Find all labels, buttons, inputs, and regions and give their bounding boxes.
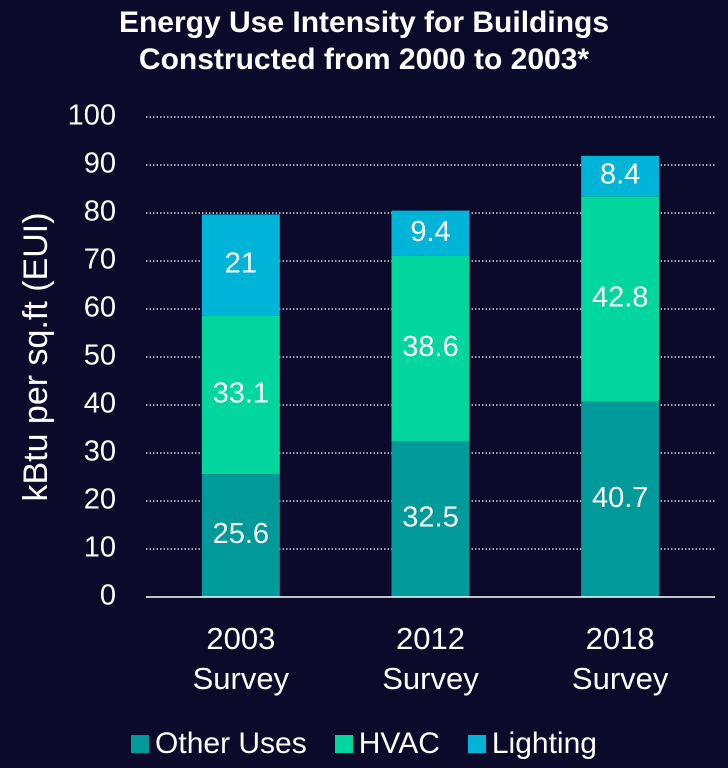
legend-item-hvac: HVAC <box>334 727 440 761</box>
y-tick-label: 20 <box>84 484 116 516</box>
y-axis-ticks: 0 10 20 30 40 50 60 70 80 90 100 <box>68 100 116 612</box>
bars <box>201 155 660 597</box>
y-tick-label: 80 <box>84 196 116 228</box>
chart-title-line-1: Energy Use Intensity for Buildings <box>118 6 610 39</box>
legend-swatch-lighting <box>467 735 486 753</box>
y-tick-label: 50 <box>84 340 116 372</box>
data-label: 9.4 <box>410 216 450 248</box>
data-label: 40.7 <box>592 482 648 514</box>
y-tick-label: 10 <box>84 532 116 564</box>
x-tick-label: 2012 <box>396 621 465 656</box>
data-label: 32.5 <box>402 502 458 534</box>
x-axis-ticks: 2003 Survey 2012 Survey 2018 Survey <box>193 621 669 696</box>
bar-segment <box>581 155 660 197</box>
data-label: 33.1 <box>213 377 269 409</box>
legend-label-hvac: HVAC <box>358 727 440 760</box>
legend-swatch-other-uses <box>131 735 150 753</box>
legend-label-other-uses: Other Uses <box>155 727 307 760</box>
data-label: 25.6 <box>213 518 269 550</box>
bar-segment <box>391 255 470 441</box>
y-tick-label: 40 <box>84 388 116 420</box>
x-tick-label: 2018 <box>586 621 655 656</box>
bar-segment <box>391 210 470 256</box>
x-tick-label: Survey <box>193 661 290 696</box>
chart-title-line-2: Constructed from 2000 to 2003* <box>138 43 590 76</box>
data-label: 42.8 <box>592 282 648 314</box>
legend: Other Uses HVAC Lighting <box>0 724 728 764</box>
data-label: 21 <box>225 247 257 279</box>
bar-segment <box>201 474 280 597</box>
data-label: 38.6 <box>402 331 458 363</box>
y-tick-label: 70 <box>84 244 116 276</box>
bar-segment <box>581 401 660 597</box>
bar-segment <box>201 214 280 316</box>
legend-label-lighting: Lighting <box>491 727 597 760</box>
legend-item-lighting: Lighting <box>467 727 597 761</box>
chart-title: Energy Use Intensity for Buildings Const… <box>0 4 728 78</box>
bar-segment <box>391 441 470 597</box>
legend-swatch-hvac <box>334 735 353 753</box>
y-tick-label: 30 <box>84 436 116 468</box>
bar-segment <box>201 315 280 475</box>
x-tick-label: Survey <box>572 661 669 696</box>
x-tick-label: Survey <box>382 661 479 696</box>
y-tick-label: 60 <box>84 292 116 324</box>
y-tick-label: 0 <box>100 580 116 612</box>
x-tick-label: 2003 <box>206 621 275 656</box>
y-axis-title: kBtu per sq.ft (EUI) <box>17 212 55 501</box>
y-tick-label: 90 <box>84 148 116 180</box>
y-tick-label: 100 <box>68 100 116 132</box>
data-label: 8.4 <box>600 159 640 191</box>
data-labels: 25.6 33.1 21 32.5 38.6 9.4 40.7 42.8 8.4 <box>213 159 649 551</box>
bar-segment <box>581 196 660 402</box>
legend-item-other-uses: Other Uses <box>131 727 307 761</box>
